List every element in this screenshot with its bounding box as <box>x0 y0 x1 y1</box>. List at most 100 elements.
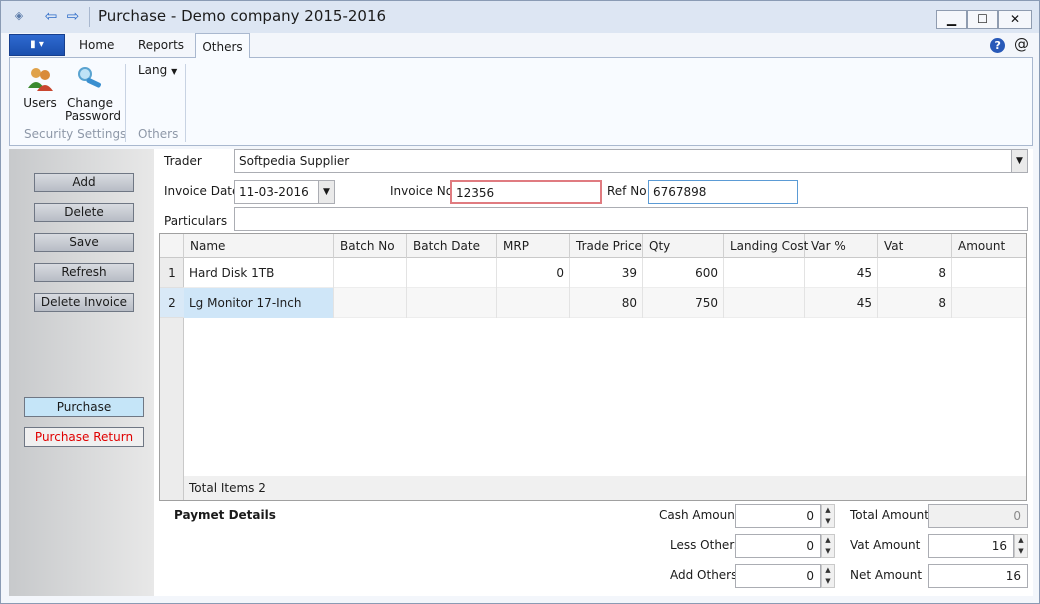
tab-reports[interactable]: Reports <box>138 38 185 52</box>
less-others-input[interactable]: 0 <box>735 534 821 558</box>
lang-label: Lang <box>138 63 168 77</box>
left-pane: Add Delete Save Refresh Delete Invoice P… <box>9 149 154 596</box>
col-qty[interactable]: Qty <box>643 234 724 258</box>
cell-batch-no[interactable] <box>334 288 407 318</box>
purchase-return-button[interactable]: Purchase Return <box>24 427 144 447</box>
invoice-date-picker[interactable]: 11-03-2016 ▼ <box>234 180 335 204</box>
grid-corner <box>160 234 184 258</box>
cell-trade-price[interactable]: 39 <box>570 258 643 288</box>
back-arrow-icon[interactable]: ⇦ <box>44 7 58 25</box>
ribbon-tabs: ▮ ▾ Home Reports Others ? @ <box>1 32 1039 58</box>
less-others-label: Less Others <box>670 538 741 552</box>
col-name[interactable]: Name <box>184 234 334 258</box>
col-landing-cost[interactable]: Landing Cost <box>724 234 808 258</box>
add-button[interactable]: Add <box>34 173 134 192</box>
users-button[interactable]: Users <box>20 64 60 110</box>
file-menu-button[interactable]: ▮ ▾ <box>9 34 65 56</box>
less-others-spinner[interactable]: ▲ ▼ <box>821 534 835 558</box>
col-amount[interactable]: Amount <box>958 239 1006 253</box>
col-vat[interactable]: Vat <box>878 234 952 258</box>
maximize-icon: ☐ <box>977 12 988 26</box>
refresh-button[interactable]: Refresh <box>34 263 134 282</box>
trader-value: Softpedia Supplier <box>239 154 350 168</box>
chevron-down-icon[interactable]: ▼ <box>1011 150 1027 172</box>
row-number[interactable]: 1 <box>160 258 184 288</box>
invoice-date-value: 11-03-2016 <box>239 185 309 199</box>
invoice-date-label: Invoice Date <box>164 184 240 198</box>
maximize-button[interactable]: ☐ <box>967 10 998 29</box>
cell-qty[interactable]: 750 <box>643 288 724 318</box>
table-row[interactable]: Lg Monitor 17-Inch 80 750 45 8 <box>184 288 1026 318</box>
group-others: Others <box>138 127 179 141</box>
total-amount-field: 0 <box>928 504 1028 528</box>
cash-amount-input[interactable]: 0 <box>735 504 821 528</box>
lang-dropdown[interactable]: Lang ▼ <box>138 64 177 78</box>
trader-select[interactable]: Softpedia Supplier ▼ <box>234 149 1028 173</box>
help-area: ? @ <box>986 35 1029 53</box>
purchase-form: Trader Softpedia Supplier ▼ Invoice Date… <box>154 149 1033 596</box>
col-trade-price[interactable]: Trade Price <box>570 234 643 258</box>
add-others-spinner[interactable]: ▲ ▼ <box>821 564 835 588</box>
cell-var[interactable]: 45 <box>805 288 878 318</box>
add-others-input[interactable]: 0 <box>735 564 821 588</box>
forward-arrow-icon[interactable]: ⇨ <box>66 7 80 25</box>
ribbon-separator-2 <box>185 64 186 142</box>
cell-batch-date[interactable] <box>407 258 497 288</box>
group-security-settings: Security Settings <box>24 127 127 141</box>
col-mrp[interactable]: MRP <box>497 234 570 258</box>
title-bar: ◈ ⇦ ⇨ Purchase - Demo company 2015-2016 … <box>1 1 1039 33</box>
cell-amount[interactable] <box>952 258 1026 288</box>
invoice-no-input[interactable]: 12356 <box>450 180 602 204</box>
delete-invoice-button[interactable]: Delete Invoice <box>34 293 134 312</box>
users-label: Users <box>23 96 57 110</box>
about-icon[interactable]: @ <box>1014 35 1029 53</box>
purchase-button[interactable]: Purchase <box>24 397 144 417</box>
cell-landing-cost[interactable] <box>724 288 805 318</box>
cell-name[interactable]: Lg Monitor 17-Inch <box>184 288 334 318</box>
chevron-down-icon: ▼ <box>171 67 178 76</box>
tab-others[interactable]: Others <box>195 33 250 58</box>
row-number[interactable]: 2 <box>160 288 184 318</box>
help-icon[interactable]: ? <box>990 38 1006 53</box>
key-icon <box>78 67 101 88</box>
window-title: Purchase - Demo company 2015-2016 <box>98 7 387 25</box>
vat-amount-spinner[interactable]: ▲ ▼ <box>1014 534 1028 558</box>
cell-batch-date[interactable] <box>407 288 497 318</box>
cell-mrp[interactable]: 0 <box>497 258 570 288</box>
cash-amount-spinner[interactable]: ▲ ▼ <box>821 504 835 528</box>
cell-landing-cost[interactable] <box>724 258 805 288</box>
delete-button[interactable]: Delete <box>34 203 134 222</box>
cell-vat[interactable]: 8 <box>878 288 952 318</box>
calendar-dropdown-icon[interactable]: ▼ <box>318 181 334 203</box>
total-amount-label: Total Amount <box>850 508 929 522</box>
cell-var[interactable]: 45 <box>805 258 878 288</box>
ribbon-panel: Users Change Password Security Settings … <box>9 57 1033 146</box>
ref-no-input[interactable]: 6767898 <box>648 180 798 204</box>
col-var[interactable]: Var % <box>805 234 878 258</box>
particulars-label: Particulars <box>164 214 228 228</box>
trader-label: Trader <box>164 154 202 168</box>
table-row[interactable]: Hard Disk 1TB 0 39 600 45 8 <box>184 258 1026 288</box>
close-button[interactable]: ✕ <box>998 10 1032 29</box>
cell-batch-no[interactable] <box>334 258 407 288</box>
tab-home[interactable]: Home <box>79 38 115 52</box>
change-password-button[interactable]: Change Password <box>65 64 121 123</box>
items-grid[interactable]: Name Batch No Batch Date MRP Trade Price… <box>159 233 1027 501</box>
payment-details-title: Paymet Details <box>174 508 276 522</box>
cell-vat[interactable]: 8 <box>878 258 952 288</box>
vat-amount-input[interactable]: 16 <box>928 534 1014 558</box>
cell-mrp[interactable] <box>497 288 570 318</box>
cell-trade-price[interactable]: 80 <box>570 288 643 318</box>
vat-amount-label: Vat Amount <box>850 538 921 552</box>
col-batch-date[interactable]: Batch Date <box>407 234 497 258</box>
minimize-button[interactable]: ▁ <box>936 10 967 29</box>
close-icon: ✕ <box>1009 12 1021 26</box>
save-button[interactable]: Save <box>34 233 134 252</box>
cell-amount[interactable] <box>952 288 1026 318</box>
cell-qty[interactable]: 600 <box>643 258 724 288</box>
cell-name[interactable]: Hard Disk 1TB <box>184 258 334 288</box>
particulars-input[interactable] <box>234 207 1028 231</box>
col-batch-no[interactable]: Batch No <box>334 234 407 258</box>
app-menu-icon[interactable]: ◈ <box>14 9 24 22</box>
title-separator <box>89 7 90 27</box>
